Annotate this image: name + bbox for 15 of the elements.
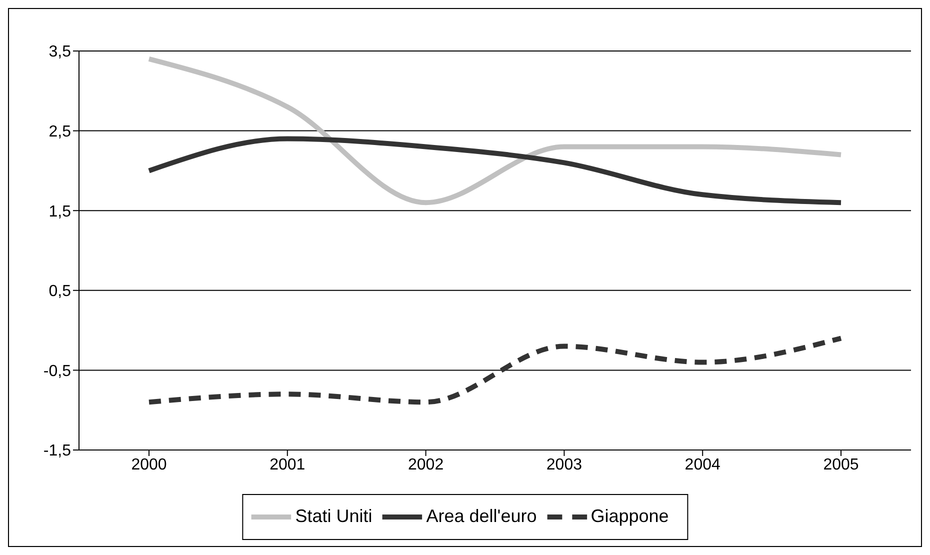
y-tick-label: 3,5 [48,44,72,61]
x-tick-label: 2002 [408,456,444,474]
x-tick-label: 2003 [546,456,582,474]
x-tick-label: 2001 [270,456,306,474]
y-tick-label: 0,5 [48,283,72,300]
x-tick-label: 2004 [684,456,720,474]
legend-label: Stati Uniti [295,506,372,526]
x-tick-label: 2005 [823,456,859,474]
y-tick-label: -0,5 [43,362,72,380]
x-tick-label: 2000 [131,456,167,474]
legend-label: Area dell'euro [426,506,537,526]
y-tick-label: 1,5 [48,203,72,220]
legend-label: Giappone [590,506,669,526]
y-tick-label: -1,5 [43,442,72,460]
y-tick-label: 2,5 [48,123,72,140]
